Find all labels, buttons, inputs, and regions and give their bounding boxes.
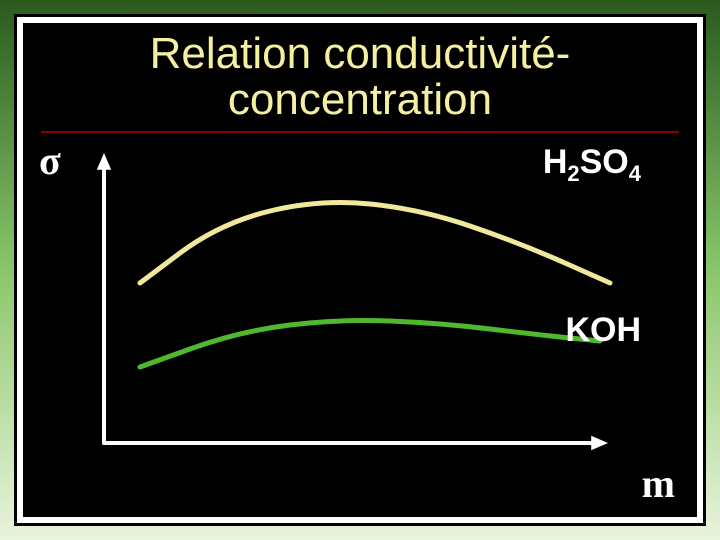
axes (97, 153, 608, 450)
series-label-h2so4: H2SO4 (543, 143, 641, 187)
x-axis-label: m (642, 460, 675, 507)
series-group (140, 203, 610, 367)
curve-koh (140, 321, 600, 368)
slide-panel: Relation conductivité-concentration σ H2… (14, 14, 706, 526)
chart-area: σ H2SO4KOH m (37, 143, 683, 503)
title-underline (41, 131, 679, 133)
series-label-koh: KOH (565, 311, 641, 350)
curve-h2so4 (140, 203, 610, 283)
slide-title: Relation conductivité-concentration (37, 31, 683, 123)
